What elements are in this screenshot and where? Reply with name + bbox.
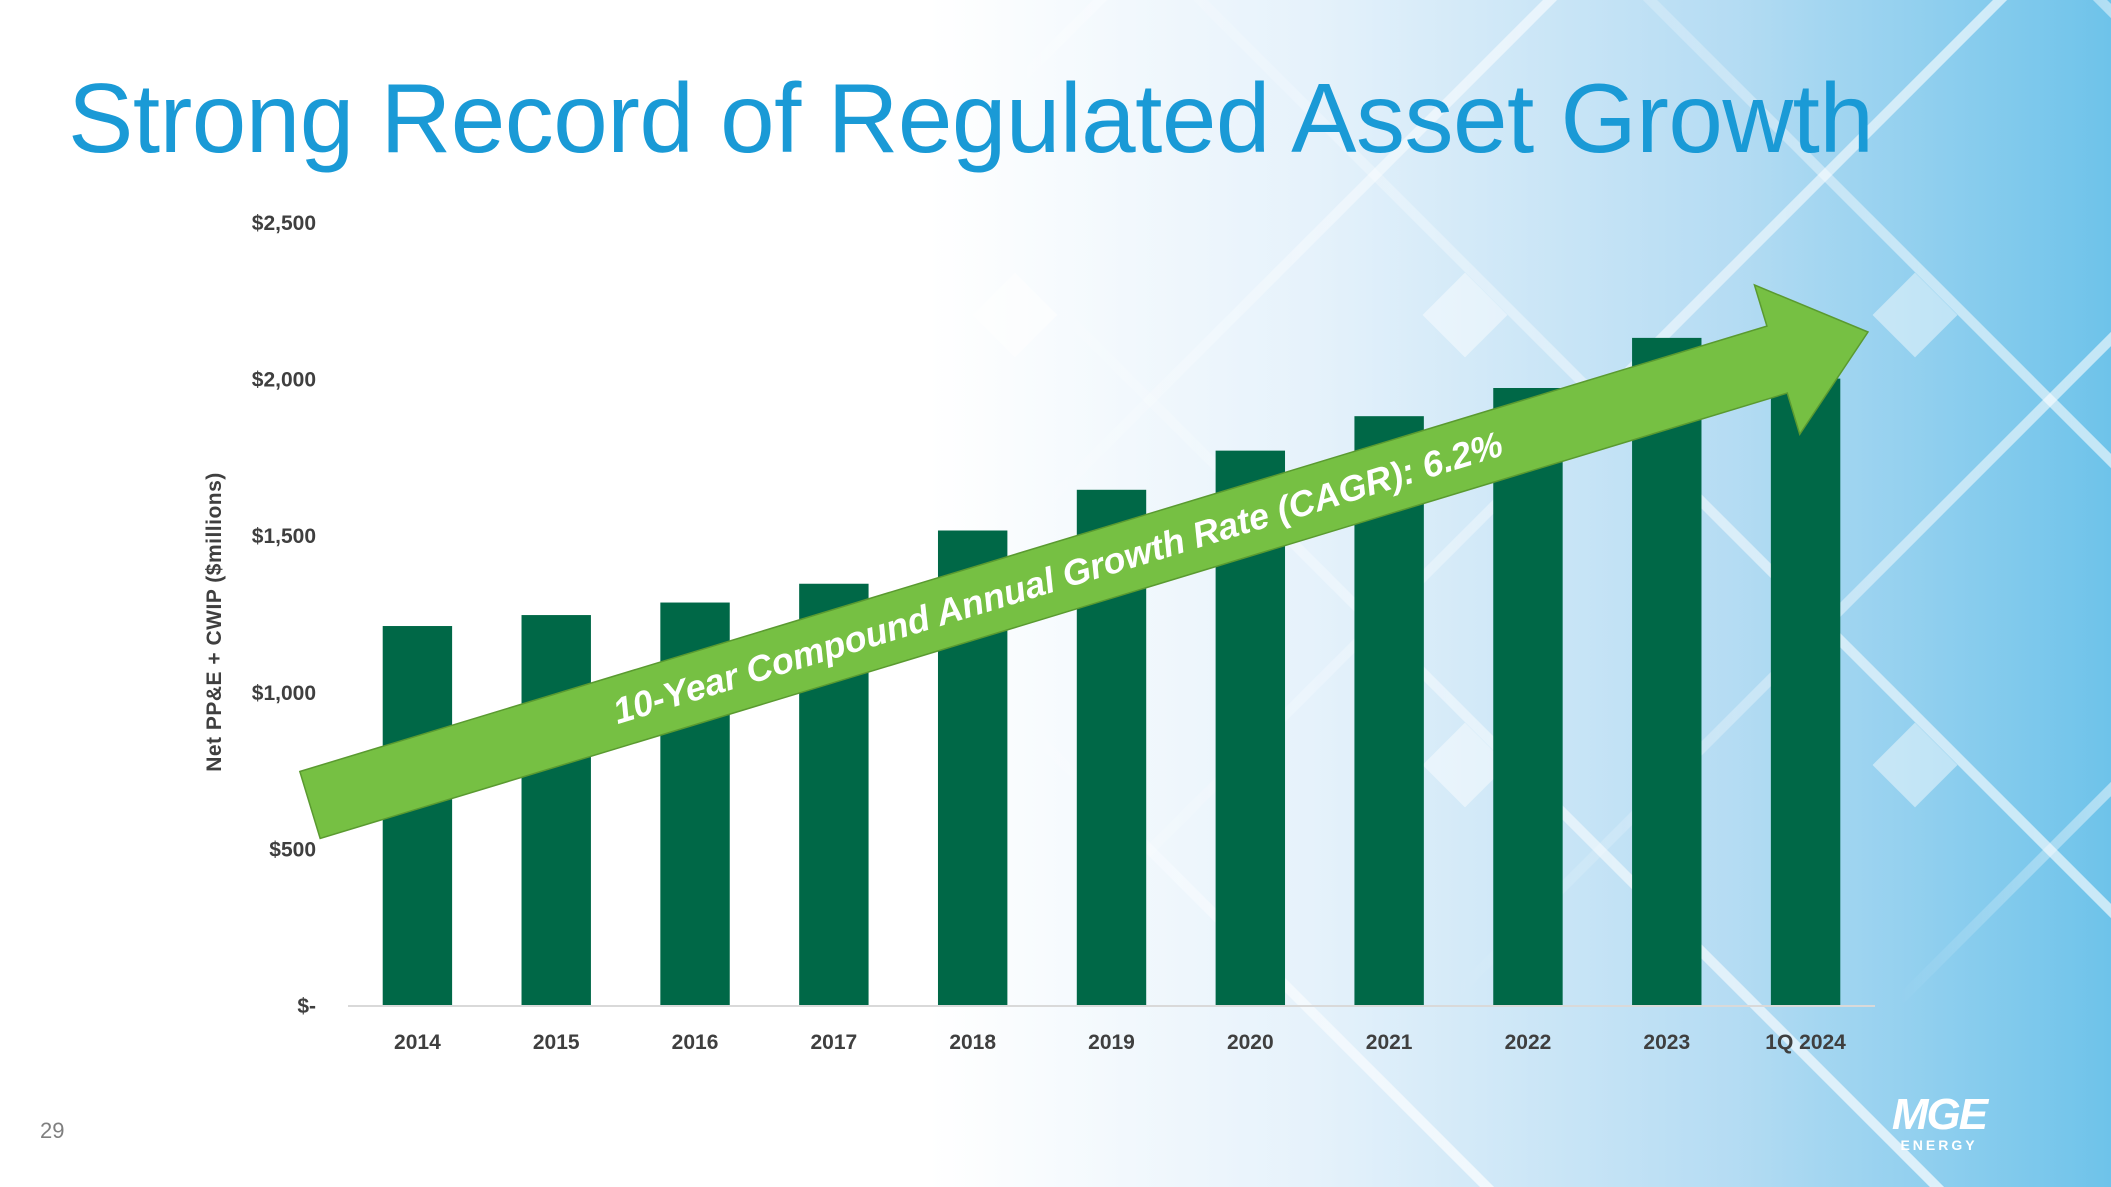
x-tick-label: 2016: [672, 1031, 719, 1054]
y-axis-label: Net PP&E + CWIP ($millions): [203, 472, 226, 772]
logo-main-text: MGE: [1891, 1090, 1988, 1139]
bar-2022: [1493, 387, 1563, 1006]
x-tick-label: 2019: [1088, 1031, 1135, 1054]
bar-2015: [521, 615, 591, 1005]
page-number: 29: [40, 1118, 65, 1143]
page-title: Strong Record of Regulated Asset Growth: [68, 63, 1874, 173]
x-tick-label: 2014: [394, 1031, 441, 1054]
y-tick-label: $500: [269, 838, 316, 861]
x-tick-label: 2022: [1505, 1031, 1552, 1054]
bar-2023: [1632, 337, 1702, 1005]
y-tick-label: $-: [297, 995, 316, 1018]
y-tick-label: $1,000: [252, 682, 316, 705]
y-tick-label: $1,500: [252, 525, 316, 548]
x-tick-label: 2023: [1643, 1031, 1690, 1054]
y-tick-label: $2,000: [252, 369, 316, 392]
logo-sub-text: ENERGY: [1900, 1137, 1978, 1153]
y-tick-label: $2,500: [252, 212, 316, 235]
x-tick-label: 2018: [949, 1031, 996, 1054]
x-tick-label: 2017: [811, 1031, 858, 1054]
x-tick-label: 2015: [533, 1031, 580, 1054]
x-tick-label: 2021: [1366, 1031, 1413, 1054]
x-tick-label: 2020: [1227, 1031, 1274, 1054]
bar-1q-2024: [1770, 378, 1841, 1006]
company-logo: MGE ENERGY: [1874, 1090, 2004, 1154]
x-tick-label: 1Q 2024: [1765, 1031, 1846, 1054]
